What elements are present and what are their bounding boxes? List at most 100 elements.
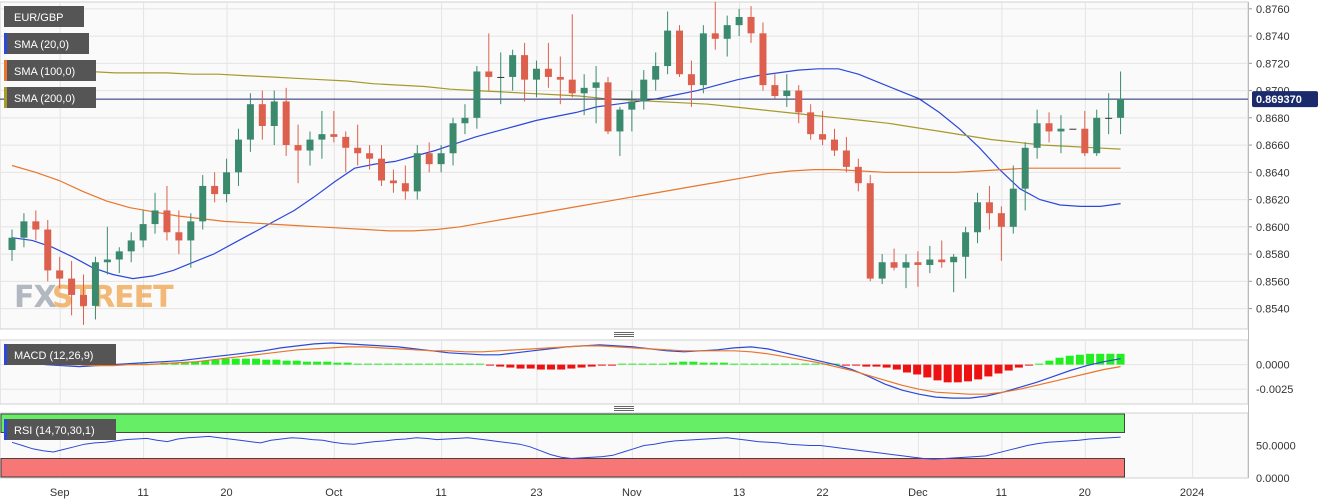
macd-histogram-bar [1075,354,1084,365]
candle-body [32,221,40,230]
x-tick-label: 11 [996,487,1007,499]
candle-body [902,262,910,268]
candle-body [330,134,338,137]
candle-body [425,153,433,165]
candle-body [521,55,529,80]
macd-signal-line [12,345,1121,395]
candle-body [652,66,660,80]
macd-histogram-bar [872,364,881,367]
y-tick-label: 0.8640 [1256,167,1290,179]
y-tick-label: 0.8720 [1256,58,1290,70]
label-sma20-text: SMA (20,0) [14,39,69,51]
candle-body [1069,128,1077,130]
y-tick-label: 0.8540 [1256,304,1290,316]
candle-body [878,262,886,279]
macd-histogram-bar [933,364,942,381]
candle-body [127,240,135,252]
candle-body [485,71,493,77]
macd-histogram-bar [252,358,261,365]
macd-histogram-bar [577,364,586,368]
last-price-tag-bg [1252,91,1318,108]
candle-body [187,221,195,241]
watermark: FX STREET [14,280,175,315]
macd-histogram-bar [262,359,271,365]
rsi-y-tick-label: 0.0000 [1256,473,1290,485]
macd-histogram-bar [882,364,891,368]
x-tick-label: 20 [1079,487,1091,499]
macd-histogram-bar [496,364,505,367]
candle-body [1117,98,1125,118]
candle-body [997,213,1005,227]
candle-body [366,153,374,159]
rsi-panel [0,413,1125,478]
candle-body [1021,147,1029,189]
last-price-tag: 0.869370 [1252,91,1318,108]
macd-histogram-bar [953,364,962,383]
label-sma20-bg [4,33,89,54]
candle-body [985,202,993,214]
macd-histogram-bar [1035,363,1044,365]
macd-histogram-bar [892,364,901,370]
label-macd-text: MACD (12,26,9) [14,350,93,362]
candle-body [20,221,28,238]
candle-body [795,90,803,113]
label-rsi-bg [4,419,116,440]
candle-body [1093,117,1101,154]
candle-body [163,210,171,233]
candle-body [1081,128,1089,154]
candle-body [234,139,242,173]
candle-body [842,150,850,167]
candle-body [676,30,684,75]
macd-histogram-bar [191,361,200,365]
macd-histogram-bar [435,363,444,365]
macd-histogram-bar [648,363,657,365]
macd-histogram-bar [750,363,759,365]
macd-histogram-bar [923,364,932,378]
candle-body [783,90,791,97]
macd-histogram-bar [180,362,189,365]
candle-body [449,123,457,154]
candle-body [223,172,231,195]
candle-body [8,237,16,250]
rsi-oversold-zone [0,458,1125,478]
candle-body [318,134,326,140]
macd-histogram-bar [1096,353,1105,365]
label-sma20-swatch [4,33,7,54]
candle-body [115,251,123,260]
candle-body [91,262,99,306]
macd-histogram-bar [1045,360,1054,365]
candle-body [1057,128,1065,132]
macd-histogram-bar [984,364,993,377]
sma-line-2 [12,69,1121,150]
candle-body [807,112,815,135]
candle-body [258,104,266,126]
candle-body [926,259,934,265]
macd-histogram-bar [780,363,789,365]
y-tick-label: 0.8600 [1256,222,1290,234]
y-tick-label: 0.8580 [1256,249,1290,261]
macd-histogram-bar [791,363,800,365]
candle-body [592,82,600,88]
macd-histogram-bar [353,363,362,365]
candle-body [628,101,636,110]
sma-line-0 [11,68,1121,280]
label-sma100-bg [4,60,96,81]
macd-histogram-bar [384,363,393,365]
x-tick-label: 11 [137,487,148,499]
candle-body [294,145,302,151]
candle-body [556,76,564,80]
macd-histogram-bar [567,364,576,369]
macd-histogram-bar [841,364,850,366]
macd-histogram-bar [475,363,484,365]
candle-body [950,256,958,263]
macd-histogram-bar [1106,353,1115,365]
rsi-line [11,435,1121,460]
candle-body [80,294,88,306]
x-tick-label: 22 [816,487,828,499]
candle-body [568,79,576,94]
x-tick-label: Sep [50,487,70,499]
label-sma200-text: SMA (200,0) [14,93,75,105]
x-tick-label: Dec [908,487,928,499]
macd-histogram-bar [1004,364,1013,371]
candle-body [938,259,946,263]
